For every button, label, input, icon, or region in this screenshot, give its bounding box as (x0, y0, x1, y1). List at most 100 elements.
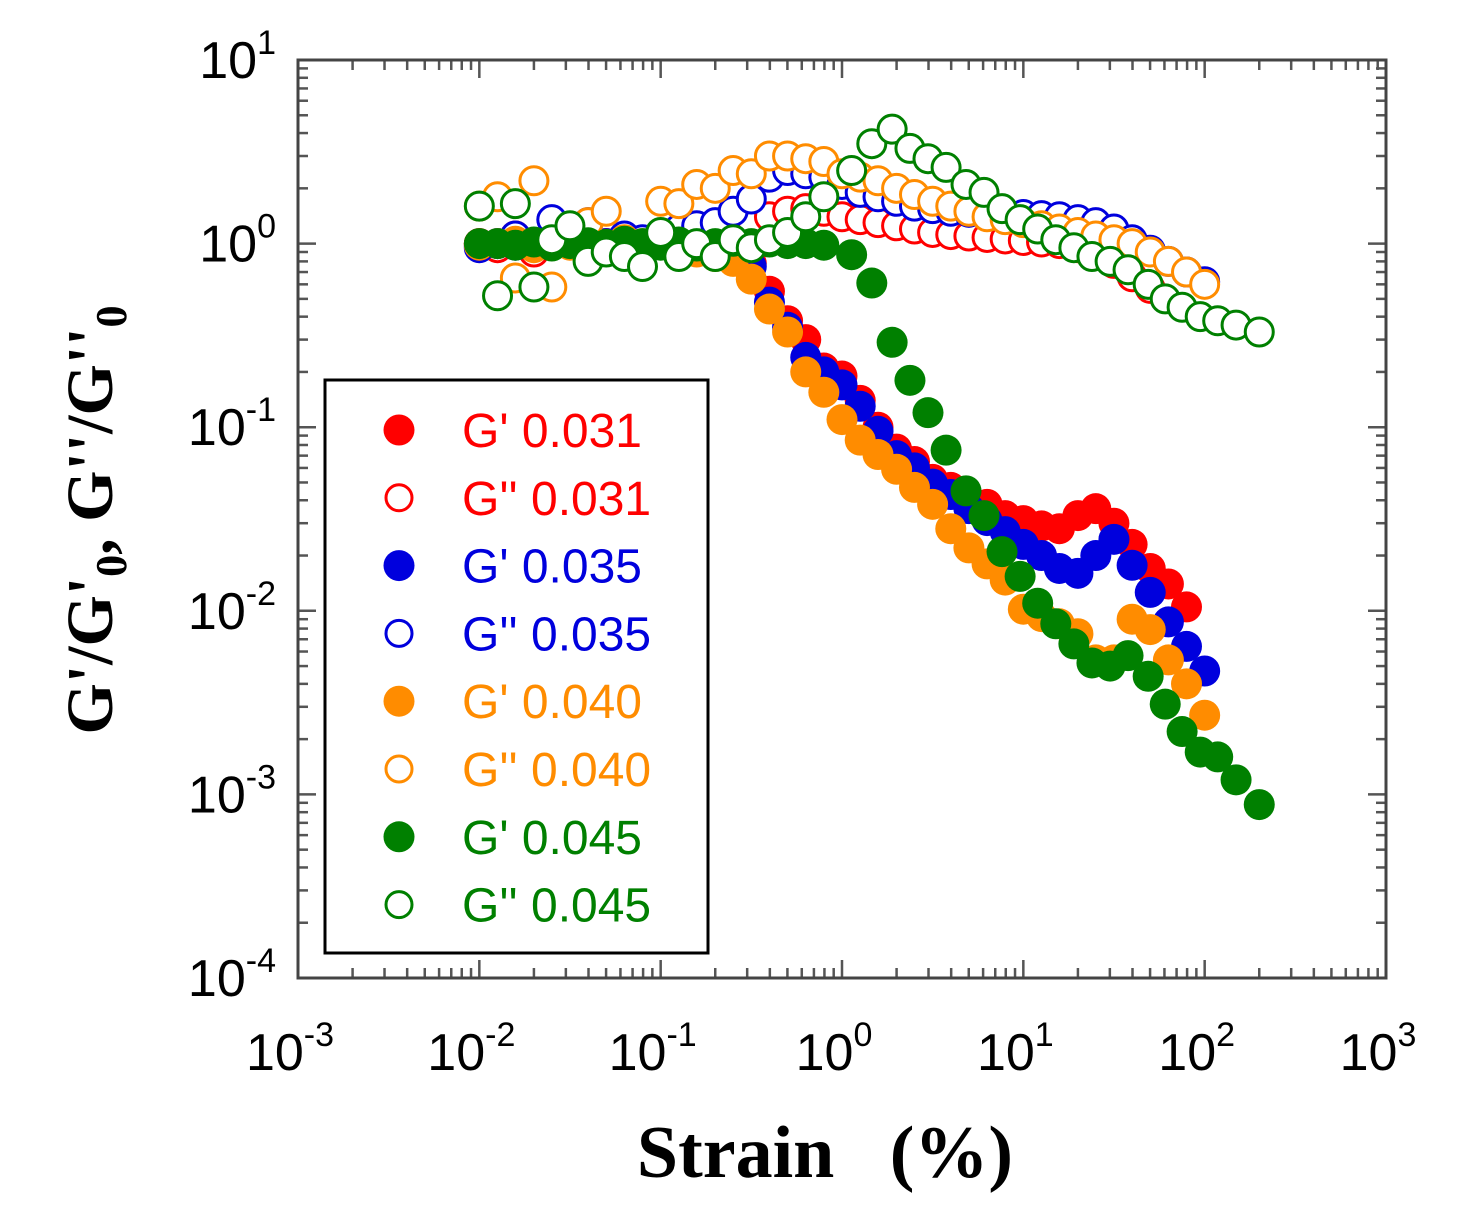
data-point (772, 316, 804, 348)
tick-exponent: 3 (1397, 1016, 1416, 1054)
data-point (1202, 741, 1234, 773)
legend-label: G' 0.031 (462, 405, 642, 458)
tick-base: 10 (1340, 1024, 1398, 1082)
tick-exponent: -1 (246, 391, 276, 429)
data-point (1171, 668, 1203, 700)
y-title-part-2: , G''/G'' (54, 327, 127, 554)
legend-marker (384, 483, 414, 513)
tick-base: 10 (188, 399, 246, 457)
tick-base: 10 (188, 950, 246, 1008)
legend-marker (383, 685, 415, 717)
x-tick-label: 101 (977, 1016, 1054, 1082)
data-point (663, 188, 695, 220)
legend-item: G'' 0.040 (384, 744, 651, 797)
data-point (1134, 576, 1166, 608)
legend-item: G' 0.040 (383, 676, 642, 729)
y-title-sub-2: 0 (87, 305, 136, 327)
tick-base: 10 (427, 1024, 485, 1082)
data-point (554, 210, 586, 242)
axis-ticks (296, 60, 1386, 980)
tick-exponent: 0 (257, 208, 276, 246)
tick-base: 10 (188, 583, 246, 641)
legend-label: G'' 0.031 (462, 473, 651, 526)
data-point (790, 356, 822, 388)
legend-label: G' 0.035 (462, 541, 642, 594)
data-points (463, 113, 1275, 821)
data-point (856, 267, 888, 299)
y-tick-label: 10-4 (188, 942, 276, 1008)
data-point (912, 397, 944, 429)
tick-exponent: 1 (1035, 1016, 1054, 1054)
legend-item: G' 0.045 (383, 812, 642, 865)
legend-label: G'' 0.045 (462, 880, 651, 933)
data-point (930, 151, 962, 183)
data-point (808, 229, 840, 261)
data-point (482, 280, 514, 312)
legend-item: G' 0.035 (383, 541, 642, 594)
data-point (986, 536, 1018, 568)
tick-base: 10 (246, 1024, 304, 1082)
legend-marker (383, 414, 415, 446)
tick-labels: 10-3 10-2 10-1 100 101 102 10310110010-110-210… (188, 24, 1416, 1082)
data-point (1040, 608, 1072, 640)
data-point (518, 271, 550, 303)
y-tick-label: 100 (199, 208, 276, 274)
data-point (790, 201, 822, 233)
data-point (950, 475, 982, 507)
data-point (645, 216, 677, 248)
tick-exponent: 1 (257, 24, 276, 62)
x-tick-label: 10-1 (609, 1016, 697, 1082)
tick-base: 10 (1158, 1024, 1216, 1082)
y-tick-label: 101 (199, 24, 276, 90)
tick-base: 10 (199, 216, 257, 274)
legend-label: G'' 0.035 (462, 608, 651, 661)
data-point (836, 155, 868, 187)
tick-exponent: -2 (485, 1016, 515, 1054)
x-tick-label: 103 (1340, 1016, 1417, 1082)
x-tick-label: 10-3 (246, 1016, 334, 1082)
tick-base: 10 (199, 32, 257, 90)
legend-marker (384, 618, 414, 648)
y-title-part-1: G'/G' (54, 577, 127, 735)
y-tick-label: 10-3 (188, 758, 276, 824)
data-point (1243, 316, 1275, 348)
y-axis-title: G'/G'0, G''/G''0 (54, 305, 136, 734)
legend-label: G' 0.045 (462, 812, 642, 865)
data-point (1189, 268, 1221, 300)
y-title-sub-1: 0 (87, 555, 136, 577)
data-point (1116, 549, 1148, 581)
legend-marker (383, 550, 415, 582)
legend-box (323, 378, 710, 955)
data-point (968, 500, 1000, 532)
legend-marker (384, 890, 414, 920)
legend-item: G' 0.031 (383, 405, 642, 458)
data-point (1112, 640, 1144, 672)
tick-base: 10 (796, 1024, 854, 1082)
data-point (808, 376, 840, 408)
data-point (735, 158, 767, 190)
data-point (753, 293, 785, 325)
tick-exponent: -4 (246, 942, 276, 980)
tick-base: 10 (188, 766, 246, 824)
data-point (1132, 660, 1164, 692)
data-point (836, 239, 868, 271)
data-point (876, 113, 908, 145)
data-point (627, 251, 659, 283)
data-point (894, 364, 926, 396)
legend-marker (384, 754, 414, 784)
tick-exponent: -3 (304, 1016, 334, 1054)
data-point (463, 190, 495, 222)
legend-label: G'' 0.040 (462, 744, 651, 797)
data-point (1098, 523, 1130, 555)
data-point (930, 434, 962, 466)
data-point (1022, 587, 1054, 619)
data-point (735, 263, 767, 295)
series-g-0.045 (463, 113, 1275, 348)
data-point (826, 404, 858, 436)
data-point (808, 181, 840, 213)
x-tick-label: 102 (1158, 1016, 1235, 1082)
data-point (1004, 560, 1036, 592)
data-point (917, 488, 949, 520)
legend: G' 0.031 G'' 0.031 G' 0.035 G'' 0.035 G' 0.0… (323, 378, 710, 955)
